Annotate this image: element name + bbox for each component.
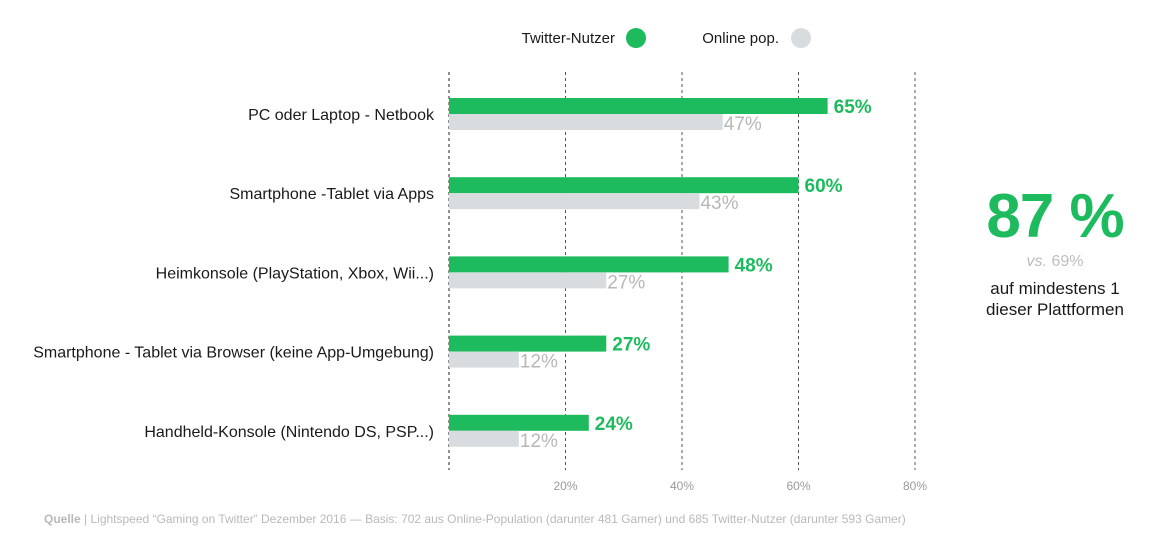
category-label: PC oder Laptop - Netbook [248, 107, 435, 124]
value-label-twitter: 60% [805, 176, 843, 197]
x-tick-label: 60% [786, 479, 810, 493]
source-separator: | [80, 512, 91, 526]
category-label: Handheld-Konsole (Nintendo DS, PSP...) [144, 424, 434, 441]
value-label-twitter: 48% [735, 255, 773, 276]
callout-vs-prefix: vs. [1026, 253, 1047, 270]
source-note: Quelle | Lightspeed “Gaming on Twitter” … [44, 512, 906, 526]
x-tick-label: 20% [553, 479, 577, 493]
category-label: Smartphone -Tablet via Apps [229, 186, 434, 203]
value-label-twitter: 24% [595, 414, 633, 435]
legend-label-twitter: Twitter-Nutzer [522, 30, 615, 47]
bar-online-pop [449, 272, 607, 289]
bar-twitter [449, 256, 729, 273]
category-label: Heimkonsole (PlayStation, Xbox, Wii...) [156, 265, 434, 282]
bar-twitter [449, 335, 607, 352]
summary-callout: 87 % vs. 69% auf mindestens 1 dieser Pla… [950, 182, 1160, 320]
bars-layer [449, 98, 828, 447]
x-tick-label: 40% [670, 479, 694, 493]
callout-text: auf mindestens 1 dieser Plattformen [986, 279, 1124, 319]
labels-layer: 20% 40% 60% 80% PC oder Laptop - Netbook 65% 4… [33, 97, 927, 493]
bar-online-pop [449, 430, 519, 447]
legend-label-online-pop: Online pop. [702, 30, 779, 47]
bar-twitter [449, 414, 589, 431]
value-label-online-pop: 12% [520, 431, 558, 452]
value-label-online-pop: 47% [724, 114, 762, 135]
value-label-twitter: 27% [612, 335, 650, 356]
value-label-online-pop: 27% [607, 272, 645, 293]
callout-vs-value: 69% [1051, 253, 1084, 270]
bar-twitter [449, 177, 799, 194]
value-label-online-pop: 43% [700, 193, 738, 214]
bar-online-pop [449, 193, 700, 210]
callout-value: 87 % [986, 182, 1124, 251]
callout-comparison: vs. 69% [950, 252, 1160, 272]
source-text: Lightspeed “Gaming on Twitter” Dezember … [90, 512, 906, 526]
value-label-twitter: 65% [834, 97, 872, 118]
source-label: Quelle [44, 512, 81, 526]
category-label: Smartphone - Tablet via Browser (keine A… [33, 345, 434, 362]
legend-swatch-online-pop [791, 28, 811, 48]
bar-twitter [449, 98, 828, 114]
legend-swatch-twitter [626, 28, 646, 48]
value-label-online-pop: 12% [520, 352, 558, 373]
bar-online-pop [449, 351, 519, 368]
legend: Twitter-Nutzer Online pop. [522, 28, 811, 48]
x-tick-label: 80% [903, 479, 927, 493]
bar-online-pop [449, 114, 723, 130]
